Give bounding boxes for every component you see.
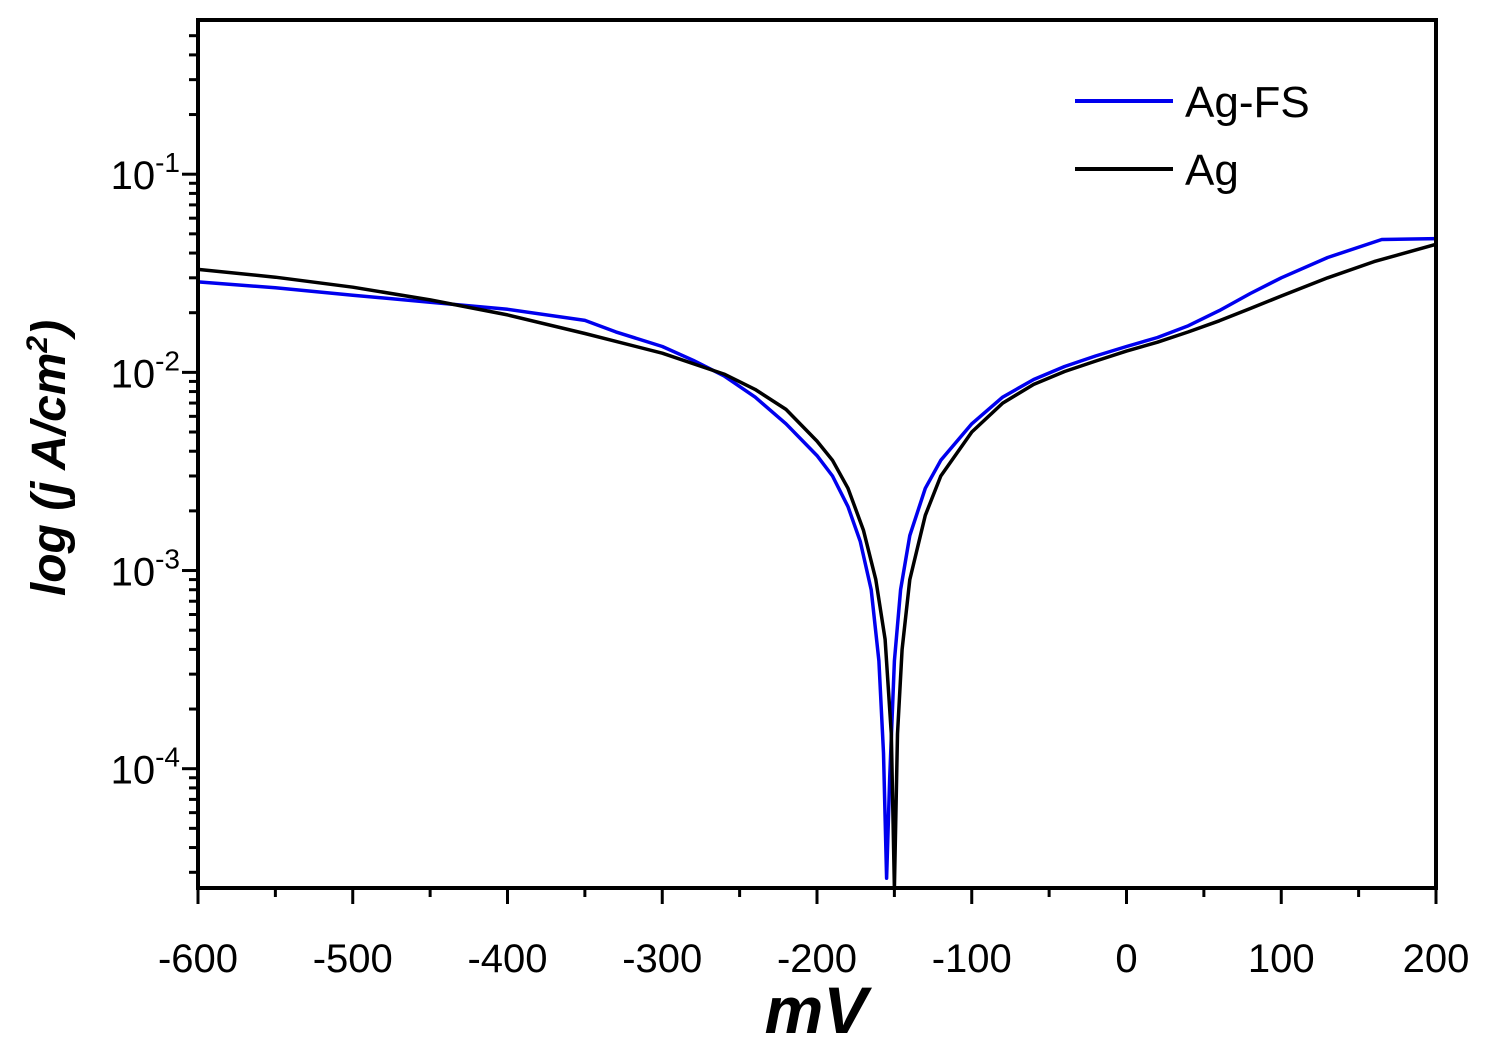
y-tick-label-base: 10 (111, 551, 156, 595)
x-tick-label: 100 (1248, 937, 1315, 981)
y-tick-label-base: 10 (111, 352, 156, 396)
x-tick-label: -400 (467, 937, 547, 981)
x-tick-label: -500 (313, 937, 393, 981)
y-axis-title: log (j A/cm2) (21, 320, 76, 596)
y-axis-title-main: log (j A/cm (23, 353, 76, 597)
x-axis-title: mV (765, 973, 873, 1043)
y-tick-label-base: 10 (111, 154, 156, 198)
x-tick-label: 0 (1115, 937, 1137, 981)
x-tick-label: -300 (622, 937, 702, 981)
x-tick-label: 200 (1403, 937, 1470, 981)
y-tick-label: 10-1 (111, 147, 180, 198)
series-line-ag-fs (197, 236, 1437, 880)
x-tick-labels: -600 -500 -400 -300 -200 -100 0 100 200 (158, 937, 1469, 981)
legend-label: Ag-FS (1185, 78, 1310, 127)
y-axis-title-sup: 2 (21, 336, 54, 354)
y-tick-label-exponent: -1 (155, 147, 180, 178)
x-tick-label: -600 (158, 937, 238, 981)
y-axis-title-end: ) (23, 320, 76, 341)
legend: Ag-FS Ag (1075, 78, 1310, 195)
x-tick-label: -100 (932, 937, 1012, 981)
y-tick-label: 10-3 (111, 544, 180, 595)
y-tick-label-exponent: -4 (155, 742, 180, 773)
x-tick-label: -200 (777, 937, 857, 981)
plot-frame (196, 18, 1438, 890)
legend-label: Ag (1185, 146, 1239, 195)
y-tick-labels: 10-110-210-310-4 (111, 147, 180, 792)
y-tick-label-base: 10 (111, 749, 156, 793)
series-lines (197, 236, 1437, 890)
y-tick-label-exponent: -2 (155, 345, 180, 376)
y-tick-label-exponent: -3 (155, 544, 180, 575)
series-line-ag (197, 242, 1437, 890)
y-tick-label: 10-2 (111, 345, 180, 396)
y-tick-label: 10-4 (111, 742, 180, 793)
tick-marks (182, 34, 1438, 904)
